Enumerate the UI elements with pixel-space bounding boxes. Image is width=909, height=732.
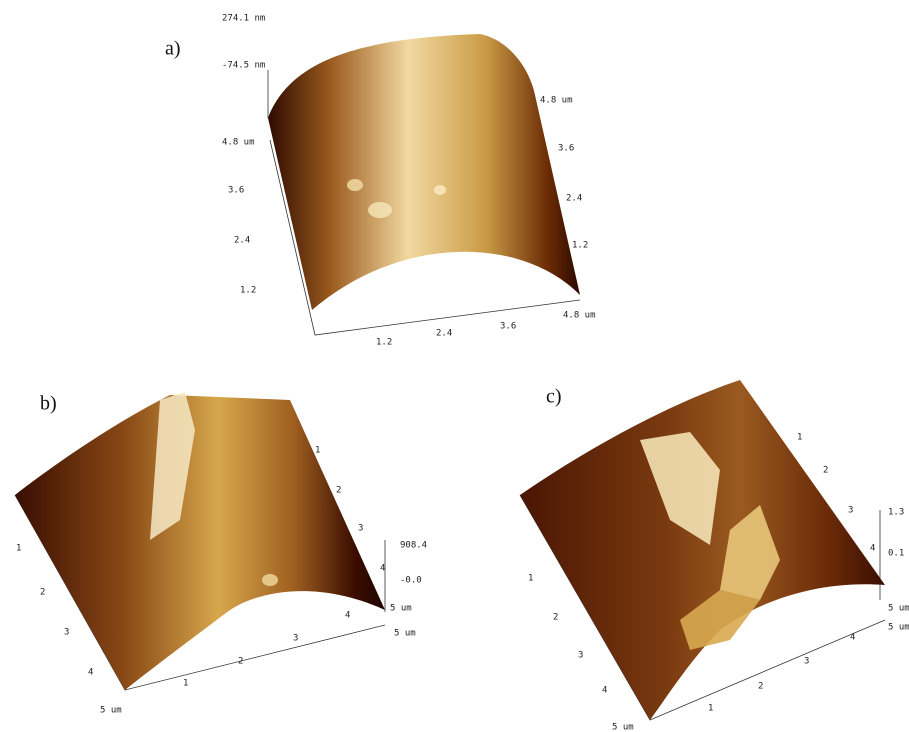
right-axis-label: 3.6 — [558, 144, 574, 154]
bottom-axis-label: 1 — [708, 704, 713, 714]
z-axis-label: -0.0 — [400, 576, 422, 586]
bottom-axis-label: 1 — [183, 679, 188, 689]
right-axis-label: 2 — [336, 486, 341, 496]
bottom-axis-label: 4.8 um — [563, 311, 596, 321]
left-axis-label: 3.6 — [228, 186, 244, 196]
z-axis-label: 0.1 — [888, 549, 904, 559]
bottom-axis-label: 2 — [758, 682, 763, 692]
left-axis-label: 1.2 — [240, 286, 256, 296]
bottom-axis-label: 5 um — [888, 623, 909, 633]
left-axis-label: 4 — [602, 686, 607, 696]
bottom-axis-label: 4 — [345, 611, 350, 621]
right-axis-label: 2.4 — [566, 194, 582, 204]
panel-c-image — [520, 380, 885, 720]
bottom-axis-label: 4 — [850, 633, 855, 643]
left-axis-label: 3 — [64, 628, 69, 638]
panel-a-image — [268, 34, 580, 335]
left-axis-label: 2 — [40, 588, 45, 598]
bottom-axis-label: 2 — [238, 657, 243, 667]
bottom-axis-label: 2.4 — [436, 329, 452, 339]
left-axis-label: 5 um — [100, 706, 122, 716]
bottom-axis-label: 3.6 — [500, 322, 516, 332]
right-axis-label: 1 — [315, 446, 320, 456]
right-axis-label: 3 — [358, 524, 363, 534]
left-axis-label: 4 — [88, 668, 93, 678]
panel-label: b) — [40, 393, 57, 415]
z-axis-label: -74.5 nm — [222, 61, 265, 71]
right-axis-label: 1.2 — [572, 241, 588, 251]
z-axis-label: 274.1 nm — [222, 14, 265, 24]
bottom-axis-label: 3 — [293, 634, 298, 644]
left-axis-label: 1 — [16, 544, 21, 554]
bottom-axis-label: 1.2 — [376, 338, 392, 348]
panel-label: c) — [546, 386, 562, 408]
panel-label: a) — [165, 38, 181, 60]
panel-b-image — [15, 392, 385, 690]
left-axis-label: 4.8 um — [222, 138, 255, 148]
left-axis-label: 3 — [578, 651, 583, 661]
left-axis-label: 5 um — [612, 723, 634, 732]
right-axis-label: 4 — [380, 564, 385, 574]
figure: a) 274.1 nm -74.5 nm 4.8 um 3.6 2.4 1.2 4.8 um 3… — [0, 0, 909, 732]
right-axis-label: 4 — [870, 544, 875, 554]
left-axis-label: 2 — [553, 613, 558, 623]
bottom-axis-label: 3 — [804, 657, 809, 667]
right-axis-label: 1 — [797, 433, 802, 443]
z-axis-label: 908.4 — [400, 541, 427, 551]
z-axis-label: 1.3 um — [888, 508, 909, 518]
right-axis-label: 3 — [848, 506, 853, 516]
right-axis-label: 5 um — [888, 604, 909, 614]
right-axis-label: 5 um — [390, 604, 412, 614]
left-axis-label: 1 — [528, 574, 533, 584]
bottom-axis-label: 5 um — [394, 629, 416, 639]
right-axis-label: 4.8 um — [540, 96, 573, 106]
left-axis-label: 2.4 — [234, 236, 250, 246]
right-axis-label: 2 — [823, 466, 828, 476]
